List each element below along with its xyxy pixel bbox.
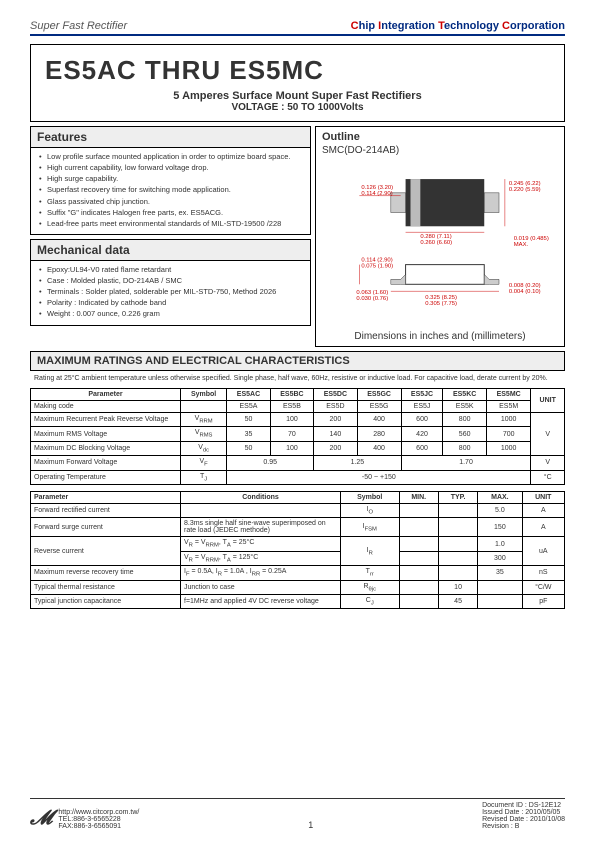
feature-item: Suffix "G" indicates Halogen free parts,… xyxy=(39,208,302,218)
char-heading: MAXIMUM RATINGS AND ELECTRICAL CHARACTER… xyxy=(30,351,565,371)
mech-item: Polarity : Indicated by cathode band xyxy=(39,298,302,308)
feature-item: High surge capability. xyxy=(39,174,302,184)
page-number: 1 xyxy=(308,820,313,830)
svg-text:0.260 (6.60): 0.260 (6.60) xyxy=(420,240,452,246)
footer-doc: Document ID : DS-12E12 xyxy=(482,802,565,809)
mech-item: Terminals : Solder plated, solderable pe… xyxy=(39,287,302,297)
feature-item: Superfast recovery time for switching mo… xyxy=(39,185,302,195)
svg-text:0.030 (0.76): 0.030 (0.76) xyxy=(356,296,388,302)
mech-list: Epoxy:UL94-V0 rated flame retardantCase … xyxy=(31,261,310,325)
title-sub1: 5 Amperes Surface Mount Super Fast Recti… xyxy=(45,90,550,102)
header-left: Super Fast Rectifier xyxy=(30,20,127,32)
outline-heading: Outline xyxy=(322,131,558,143)
footer: 𝓜 http://www.citcorp.com.tw/ TEL:886-3-6… xyxy=(30,798,565,830)
feature-item: High current capability, low forward vol… xyxy=(39,163,302,173)
mid-row: Features Low profile surface mounted app… xyxy=(30,126,565,347)
feature-item: Glass passivated chip junction. xyxy=(39,197,302,207)
ratings-table-1: ParameterSymbolES5ACES5BCES5DCES5GCES5JC… xyxy=(30,388,565,485)
footer-right: Document ID : DS-12E12 Issued Date : 201… xyxy=(482,802,565,830)
logo-icon: 𝓜 xyxy=(30,807,52,830)
mech-item: Weight : 0.007 ounce, 0.226 gram xyxy=(39,309,302,319)
outline-section: Outline SMC(DO-214AB) 0.126 (3.20) 0.114… xyxy=(315,126,565,347)
svg-text:MAX.: MAX. xyxy=(514,242,529,248)
mech-item: Epoxy:UL94-V0 rated flame retardant xyxy=(39,265,302,275)
title-box: ES5AC THRU ES5MC 5 Amperes Surface Mount… xyxy=(30,44,565,122)
mech-heading: Mechanical data xyxy=(31,240,310,261)
mech-section: Mechanical data Epoxy:UL94-V0 rated flam… xyxy=(30,239,311,326)
ratings-table-2: ParameterConditionsSymbolMIN.TYP.MAX.UNI… xyxy=(30,491,565,609)
feature-item: Low profile surface mounted application … xyxy=(39,152,302,162)
outline-caption: Dimensions in inches and (millimeters) xyxy=(322,331,558,342)
footer-tel: TEL:886-3-6565228 xyxy=(58,816,139,823)
mech-item: Case : Molded plastic, DO-214AB / SMC xyxy=(39,276,302,286)
footer-url: http://www.citcorp.com.tw/ xyxy=(58,809,139,816)
left-column: Features Low profile surface mounted app… xyxy=(30,126,311,347)
footer-revised: Revised Date : 2010/10/08 xyxy=(482,816,565,823)
footer-issued: Issued Date : 2010/05/05 xyxy=(482,809,565,816)
svg-text:0.004 (0.10): 0.004 (0.10) xyxy=(509,289,541,295)
footer-rev: Revision : B xyxy=(482,823,565,830)
features-heading: Features xyxy=(31,127,310,148)
page-header: Super Fast Rectifier Chip Integration Te… xyxy=(30,20,565,36)
features-list: Low profile surface mounted application … xyxy=(31,148,310,234)
title-sub2: VOLTAGE : 50 TO 1000Volts xyxy=(45,102,550,113)
features-section: Features Low profile surface mounted app… xyxy=(30,126,311,235)
footer-fax: FAX:886-3-6565091 xyxy=(58,823,139,830)
title-main: ES5AC THRU ES5MC xyxy=(45,55,550,86)
svg-text:0.075 (1.90): 0.075 (1.90) xyxy=(361,264,393,270)
feature-item: Lead-free parts meet environmental stand… xyxy=(39,219,302,229)
package-diagram: 0.126 (3.20) 0.114 (2.90) 0.245 (6.22) 0… xyxy=(322,160,558,325)
svg-text:0.305 (7.75): 0.305 (7.75) xyxy=(425,301,457,307)
header-right: Chip Integration Technology Corporation xyxy=(351,20,565,32)
outline-sub: SMC(DO-214AB) xyxy=(322,145,558,156)
footer-left: 𝓜 http://www.citcorp.com.tw/ TEL:886-3-6… xyxy=(30,807,139,830)
svg-text:0.220 (5.59): 0.220 (5.59) xyxy=(509,187,541,193)
char-note: Rating at 25°C ambient temperature unles… xyxy=(30,371,565,388)
